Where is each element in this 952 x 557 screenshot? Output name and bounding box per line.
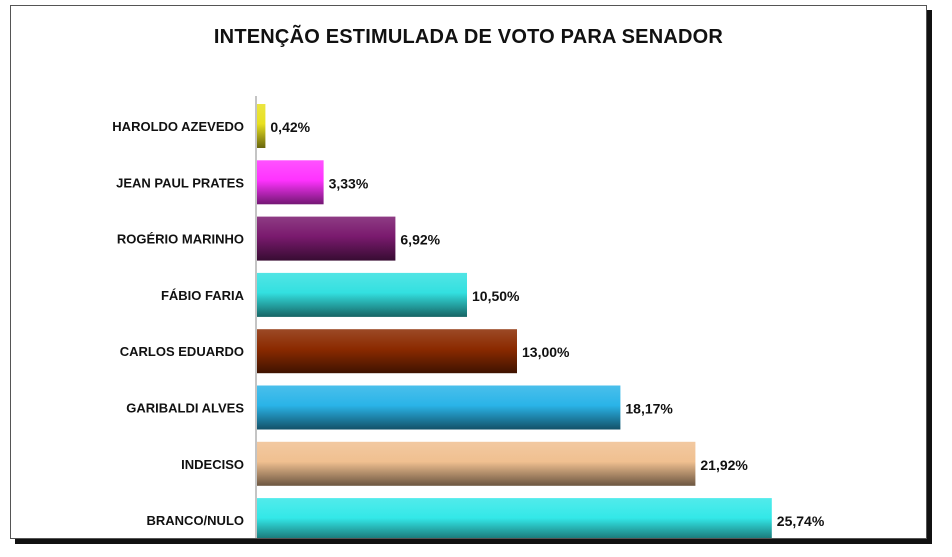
bar [257,441,696,486]
value-label: 13,00% [522,344,570,360]
category-label: HAROLDO AZEVEDO [112,119,244,134]
value-label: 25,74% [777,513,825,529]
category-label: JEAN PAUL PRATES [116,175,244,190]
value-label: 3,33% [329,175,369,191]
category-label: FÁBIO FARIA [161,288,245,303]
value-label: 6,92% [400,232,440,248]
bar [257,160,324,205]
bar [257,329,517,374]
value-label: 10,50% [472,288,520,304]
value-label: 18,17% [625,401,673,417]
category-label: CARLOS EDUARDO [120,344,244,359]
bar [257,498,772,538]
bar-chart: HAROLDO AZEVEDO 0,42% JEAN PAUL PRATES 3,33… [112,96,825,538]
bar [257,272,467,317]
bar [257,216,396,261]
category-label: INDECISO [181,457,244,472]
category-label: GARIBALDI ALVES [126,401,244,416]
bar [257,385,621,430]
chart-title: INTENÇÃO ESTIMULADA DE VOTO PARA SENADOR [213,26,724,48]
chart-frame: INTENÇÃO ESTIMULADA DE VOTO PARA SENADOR… [10,5,927,539]
value-label: 0,42% [270,119,310,135]
bar [257,104,266,148]
value-label: 21,92% [700,457,748,473]
category-label: BRANCO/NULO [147,513,245,528]
category-label: ROGÉRIO MARINHO [117,232,244,247]
